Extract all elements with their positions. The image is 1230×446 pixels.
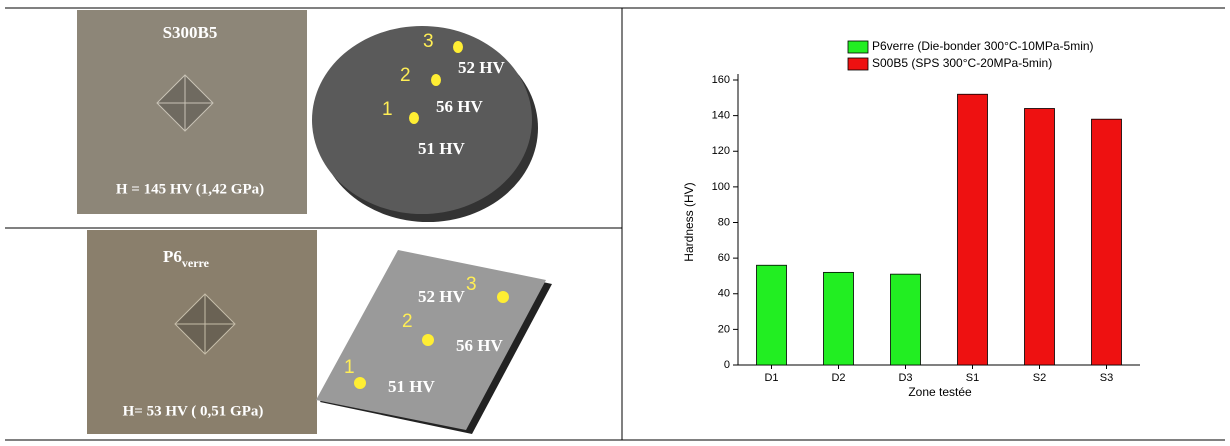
y-tick-label: 140 (712, 110, 730, 122)
hv-label: 52 HV (458, 58, 505, 77)
x-tick-label: S3 (1100, 372, 1113, 384)
point (354, 377, 366, 389)
y-tick-label: 120 (712, 145, 730, 157)
point-number: 2 (402, 311, 413, 332)
hv-label: 56 HV (436, 97, 483, 116)
point-number: 3 (466, 274, 477, 295)
point (453, 41, 463, 53)
x-tick-label: D1 (764, 372, 778, 384)
hardness-label: H= 53 HV ( 0,51 GPa) (123, 403, 264, 419)
hv-label: 56 HV (456, 336, 503, 355)
point (409, 112, 419, 124)
legend-label: P6verre (Die-bonder 300°C-10MPa-5min) (872, 39, 1094, 53)
y-tick-label: 80 (718, 216, 730, 228)
x-tick-label: D3 (898, 372, 912, 384)
bar (890, 273, 921, 366)
point-number: 3 (423, 31, 434, 52)
point-number: 1 (382, 99, 393, 120)
y-tick-label: 160 (712, 74, 730, 86)
title-main: P6 (163, 247, 182, 266)
y-tick-label: 20 (718, 323, 730, 335)
disk (312, 26, 532, 214)
indent (174, 293, 236, 355)
bar (1091, 118, 1122, 366)
table-borders (5, 7, 1225, 441)
title-sub: verre (182, 256, 210, 270)
point-number: 2 (400, 65, 411, 86)
legend-swatch (847, 57, 869, 71)
point-number: 1 (344, 357, 355, 378)
bar (957, 93, 988, 366)
bar (756, 264, 787, 366)
chart: Hardness (HV) Zone testée 0 20 40 60 80 100 12… (682, 39, 1140, 399)
indent (156, 74, 214, 132)
bar (1024, 108, 1055, 366)
hardness-label: H = 145 HV (1,42 GPa) (116, 181, 264, 197)
point (422, 334, 434, 346)
point (497, 291, 509, 303)
hv-label: 52 HV (418, 287, 465, 306)
y-tick-label: 60 (718, 252, 730, 264)
x-axis-title: Zone testée (908, 385, 972, 399)
y-tick-label: 0 (724, 359, 730, 371)
x-tick-label: S1 (966, 372, 979, 384)
hv-label: 51 HV (388, 377, 435, 396)
y-tick-label: 40 (718, 288, 730, 300)
y-axis-title: Hardness (HV) (682, 182, 696, 261)
x-tick-label: D2 (831, 372, 845, 384)
hv-label: 51 HV (418, 139, 465, 158)
panel-title: P6verre (163, 247, 210, 270)
x-tick-label: S2 (1033, 372, 1046, 384)
y-tick-label: 100 (712, 181, 730, 193)
bar (823, 271, 854, 366)
legend-label: S00B5 (SPS 300°C-20MPa-5min) (872, 56, 1052, 70)
panel-title: S300B5 (163, 23, 218, 42)
legend-swatch (847, 40, 869, 54)
point (431, 74, 441, 86)
